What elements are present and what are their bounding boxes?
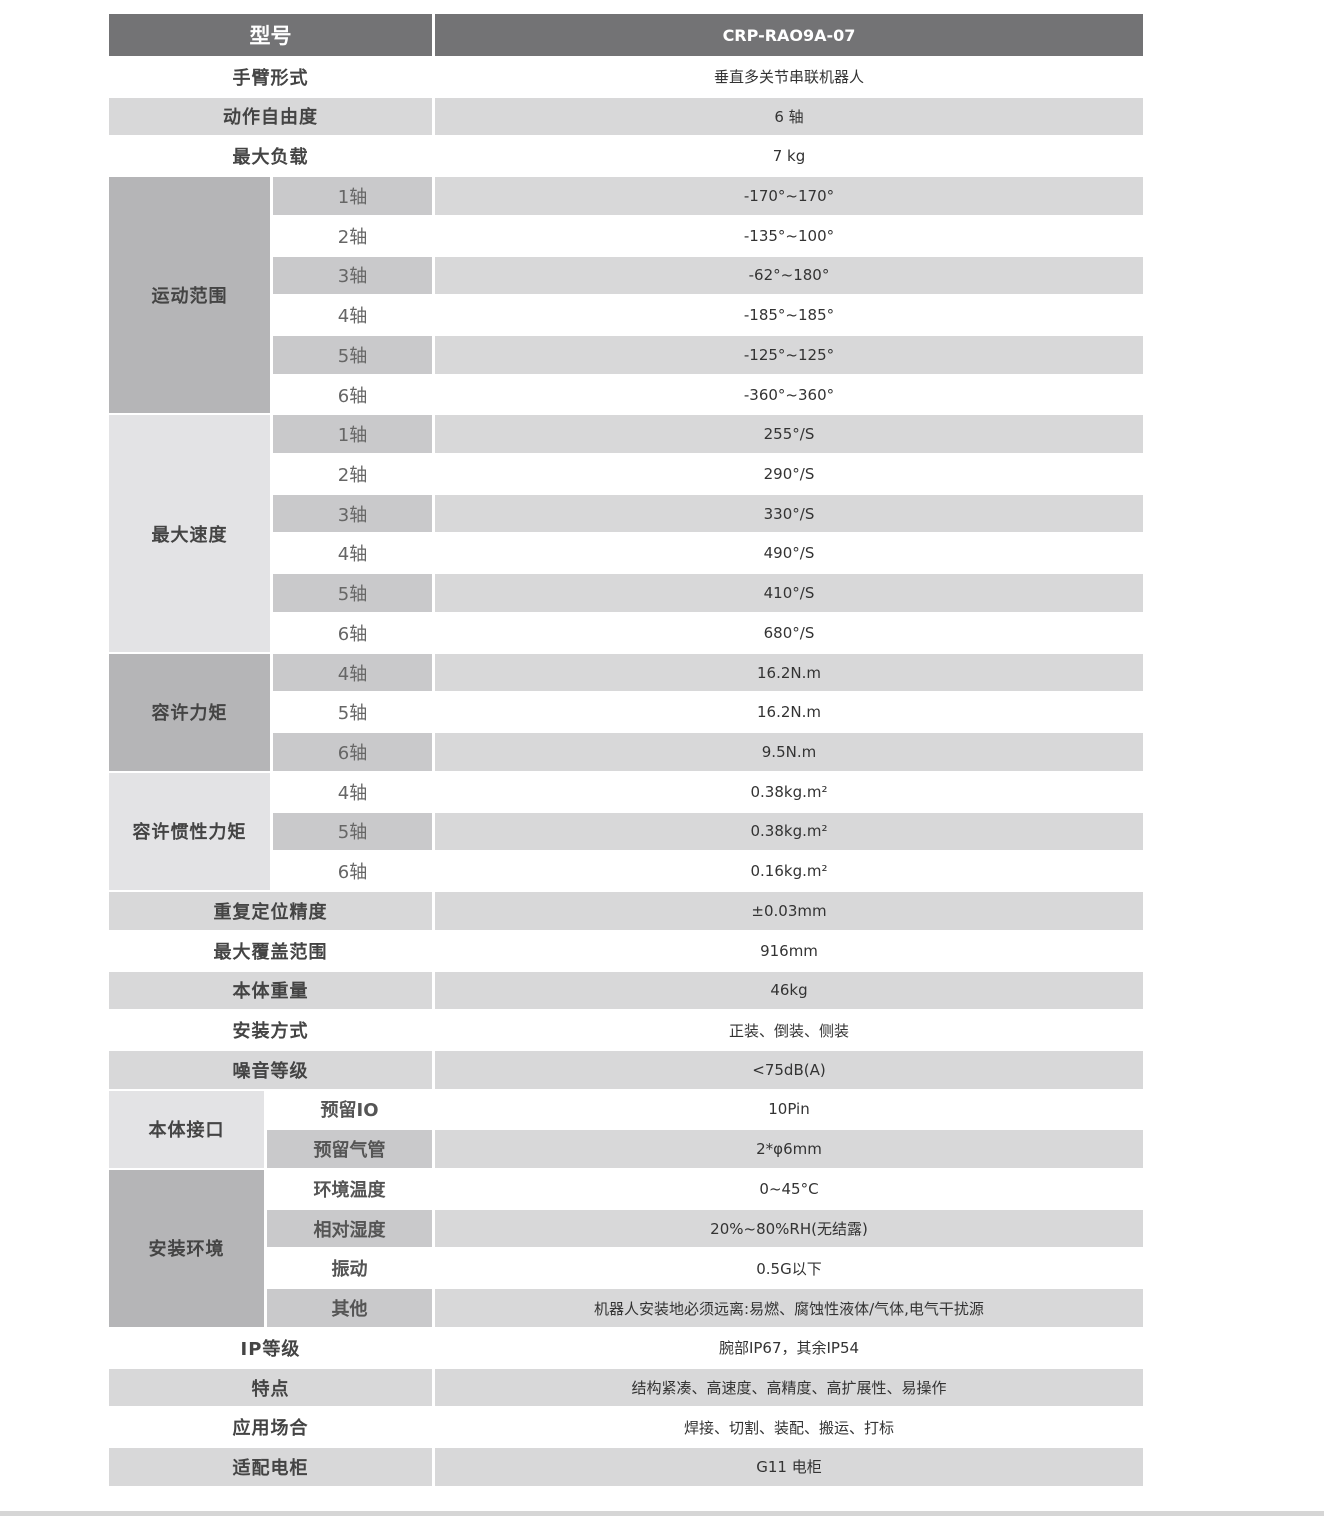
spec-group-label: 运动范围 [109, 177, 270, 414]
spec-sub-label: 6轴 [337, 385, 368, 407]
spec-sub-label: 5轴 [273, 574, 432, 612]
spec-value: 0.38kg.m² [750, 782, 828, 801]
spec-sub-label: 振动 [331, 1259, 368, 1281]
spec-value: 0~45°C [759, 1179, 819, 1198]
spec-value: -125°~125° [435, 336, 1143, 374]
spec-sub-label: 5轴 [337, 703, 368, 725]
spec-group-label: 本体接口 [109, 1090, 264, 1168]
spec-value: ±0.03mm [435, 892, 1143, 930]
spec-value: -62°~180° [435, 256, 1143, 295]
spec-sub-label: 6轴 [273, 733, 432, 771]
spec-value: 0.16kg.m² [750, 862, 828, 881]
spec-label: 本体重量 [109, 971, 432, 1010]
spec-value: 410°/S [435, 574, 1143, 612]
spec-sub-label: 4轴 [337, 544, 368, 566]
spec-value: 16.2N.m [435, 653, 1143, 692]
spec-sub-label: 相对湿度 [267, 1209, 432, 1248]
spec-label: 动作自由度 [109, 97, 432, 136]
spec-sub-label: 2轴 [337, 464, 368, 486]
spec-group-label: 最大速度 [109, 415, 270, 652]
spec-value: 0.38kg.m² [435, 812, 1143, 851]
spec-label: 重复定位精度 [109, 892, 432, 930]
spec-sub-label: 环境温度 [313, 1179, 386, 1201]
spec-sub-label: 其他 [267, 1289, 432, 1327]
spec-label: 特点 [109, 1368, 432, 1407]
spec-sub-label: 6轴 [337, 623, 368, 645]
spec-value: 7 kg [772, 147, 806, 166]
spec-sub-label: 4轴 [337, 782, 368, 804]
spec-label: 最大覆盖范围 [213, 941, 328, 963]
spec-group-label: 安装环境 [109, 1170, 264, 1327]
spec-sub-label: 6轴 [337, 862, 368, 884]
spec-value: 6 轴 [435, 97, 1143, 136]
spec-value: 机器人安装地必须远离:易燃、腐蚀性液体/气体,电气干扰源 [435, 1289, 1143, 1327]
spec-value: 2*φ6mm [435, 1130, 1143, 1168]
spec-value: 255°/S [435, 415, 1143, 453]
spec-sub-label: 3轴 [273, 256, 432, 295]
spec-sub-label: 3轴 [273, 494, 432, 533]
spec-sub-label: 5轴 [273, 336, 432, 374]
spec-value: 0.5G以下 [756, 1259, 822, 1278]
spec-label: 应用场合 [232, 1418, 309, 1440]
header-label: 型号 [109, 14, 432, 56]
spec-label: 噪音等级 [109, 1051, 432, 1089]
spec-label: 手臂形式 [232, 67, 309, 89]
spec-sub-label: 1轴 [273, 177, 432, 215]
spec-label: 安装方式 [232, 1021, 309, 1043]
spec-group-label: 容许力矩 [109, 653, 270, 771]
spec-value: 680°/S [763, 623, 815, 642]
spec-value: 916mm [760, 941, 818, 960]
spec-value: 20%~80%RH(无结露) [435, 1209, 1143, 1248]
spec-value: 9.5N.m [435, 733, 1143, 771]
spec-group-label: 容许惯性力矩 [109, 772, 270, 890]
spec-value: 330°/S [435, 494, 1143, 533]
spec-value: 290°/S [763, 464, 815, 483]
spec-sub-label: 4轴 [337, 306, 368, 328]
spec-value: 46kg [435, 971, 1143, 1010]
spec-value: G11 电柜 [435, 1448, 1143, 1486]
spec-value: -185°~185° [743, 306, 835, 325]
spec-value: 正装、倒装、侧装 [728, 1021, 849, 1040]
spec-value: <75dB(A) [435, 1051, 1143, 1089]
spec-value: 结构紧凑、高速度、高精度、高扩展性、易操作 [435, 1368, 1143, 1407]
spec-value: 10Pin [768, 1100, 810, 1119]
spec-sub-label: 5轴 [273, 812, 432, 851]
spec-value: 腕部IP67，其余IP54 [718, 1339, 860, 1358]
spec-value: -360°~360° [743, 385, 835, 404]
spec-value: -170°~170° [435, 177, 1143, 215]
model-value: CRP-RAO9A-07 [435, 14, 1143, 56]
spec-value: 垂直多关节串联机器人 [713, 68, 864, 87]
spec-value: 490°/S [763, 544, 815, 563]
spec-sub-label: 预留IO [320, 1100, 379, 1122]
spec-value: 焊接、切割、装配、搬运、打标 [683, 1418, 894, 1437]
spec-label: 最大负载 [232, 147, 309, 169]
divider [0, 1511, 1324, 1516]
spec-sub-label: 2轴 [337, 226, 368, 248]
spec-sub-label: 预留气管 [267, 1130, 432, 1168]
spec-label: 适配电柜 [109, 1448, 432, 1486]
spec-value: 16.2N.m [757, 703, 821, 722]
spec-value: -135°~100° [743, 226, 835, 245]
spec-label: IP等级 [240, 1338, 301, 1360]
spec-sub-label: 1轴 [273, 415, 432, 453]
spec-sub-label: 4轴 [273, 653, 432, 692]
